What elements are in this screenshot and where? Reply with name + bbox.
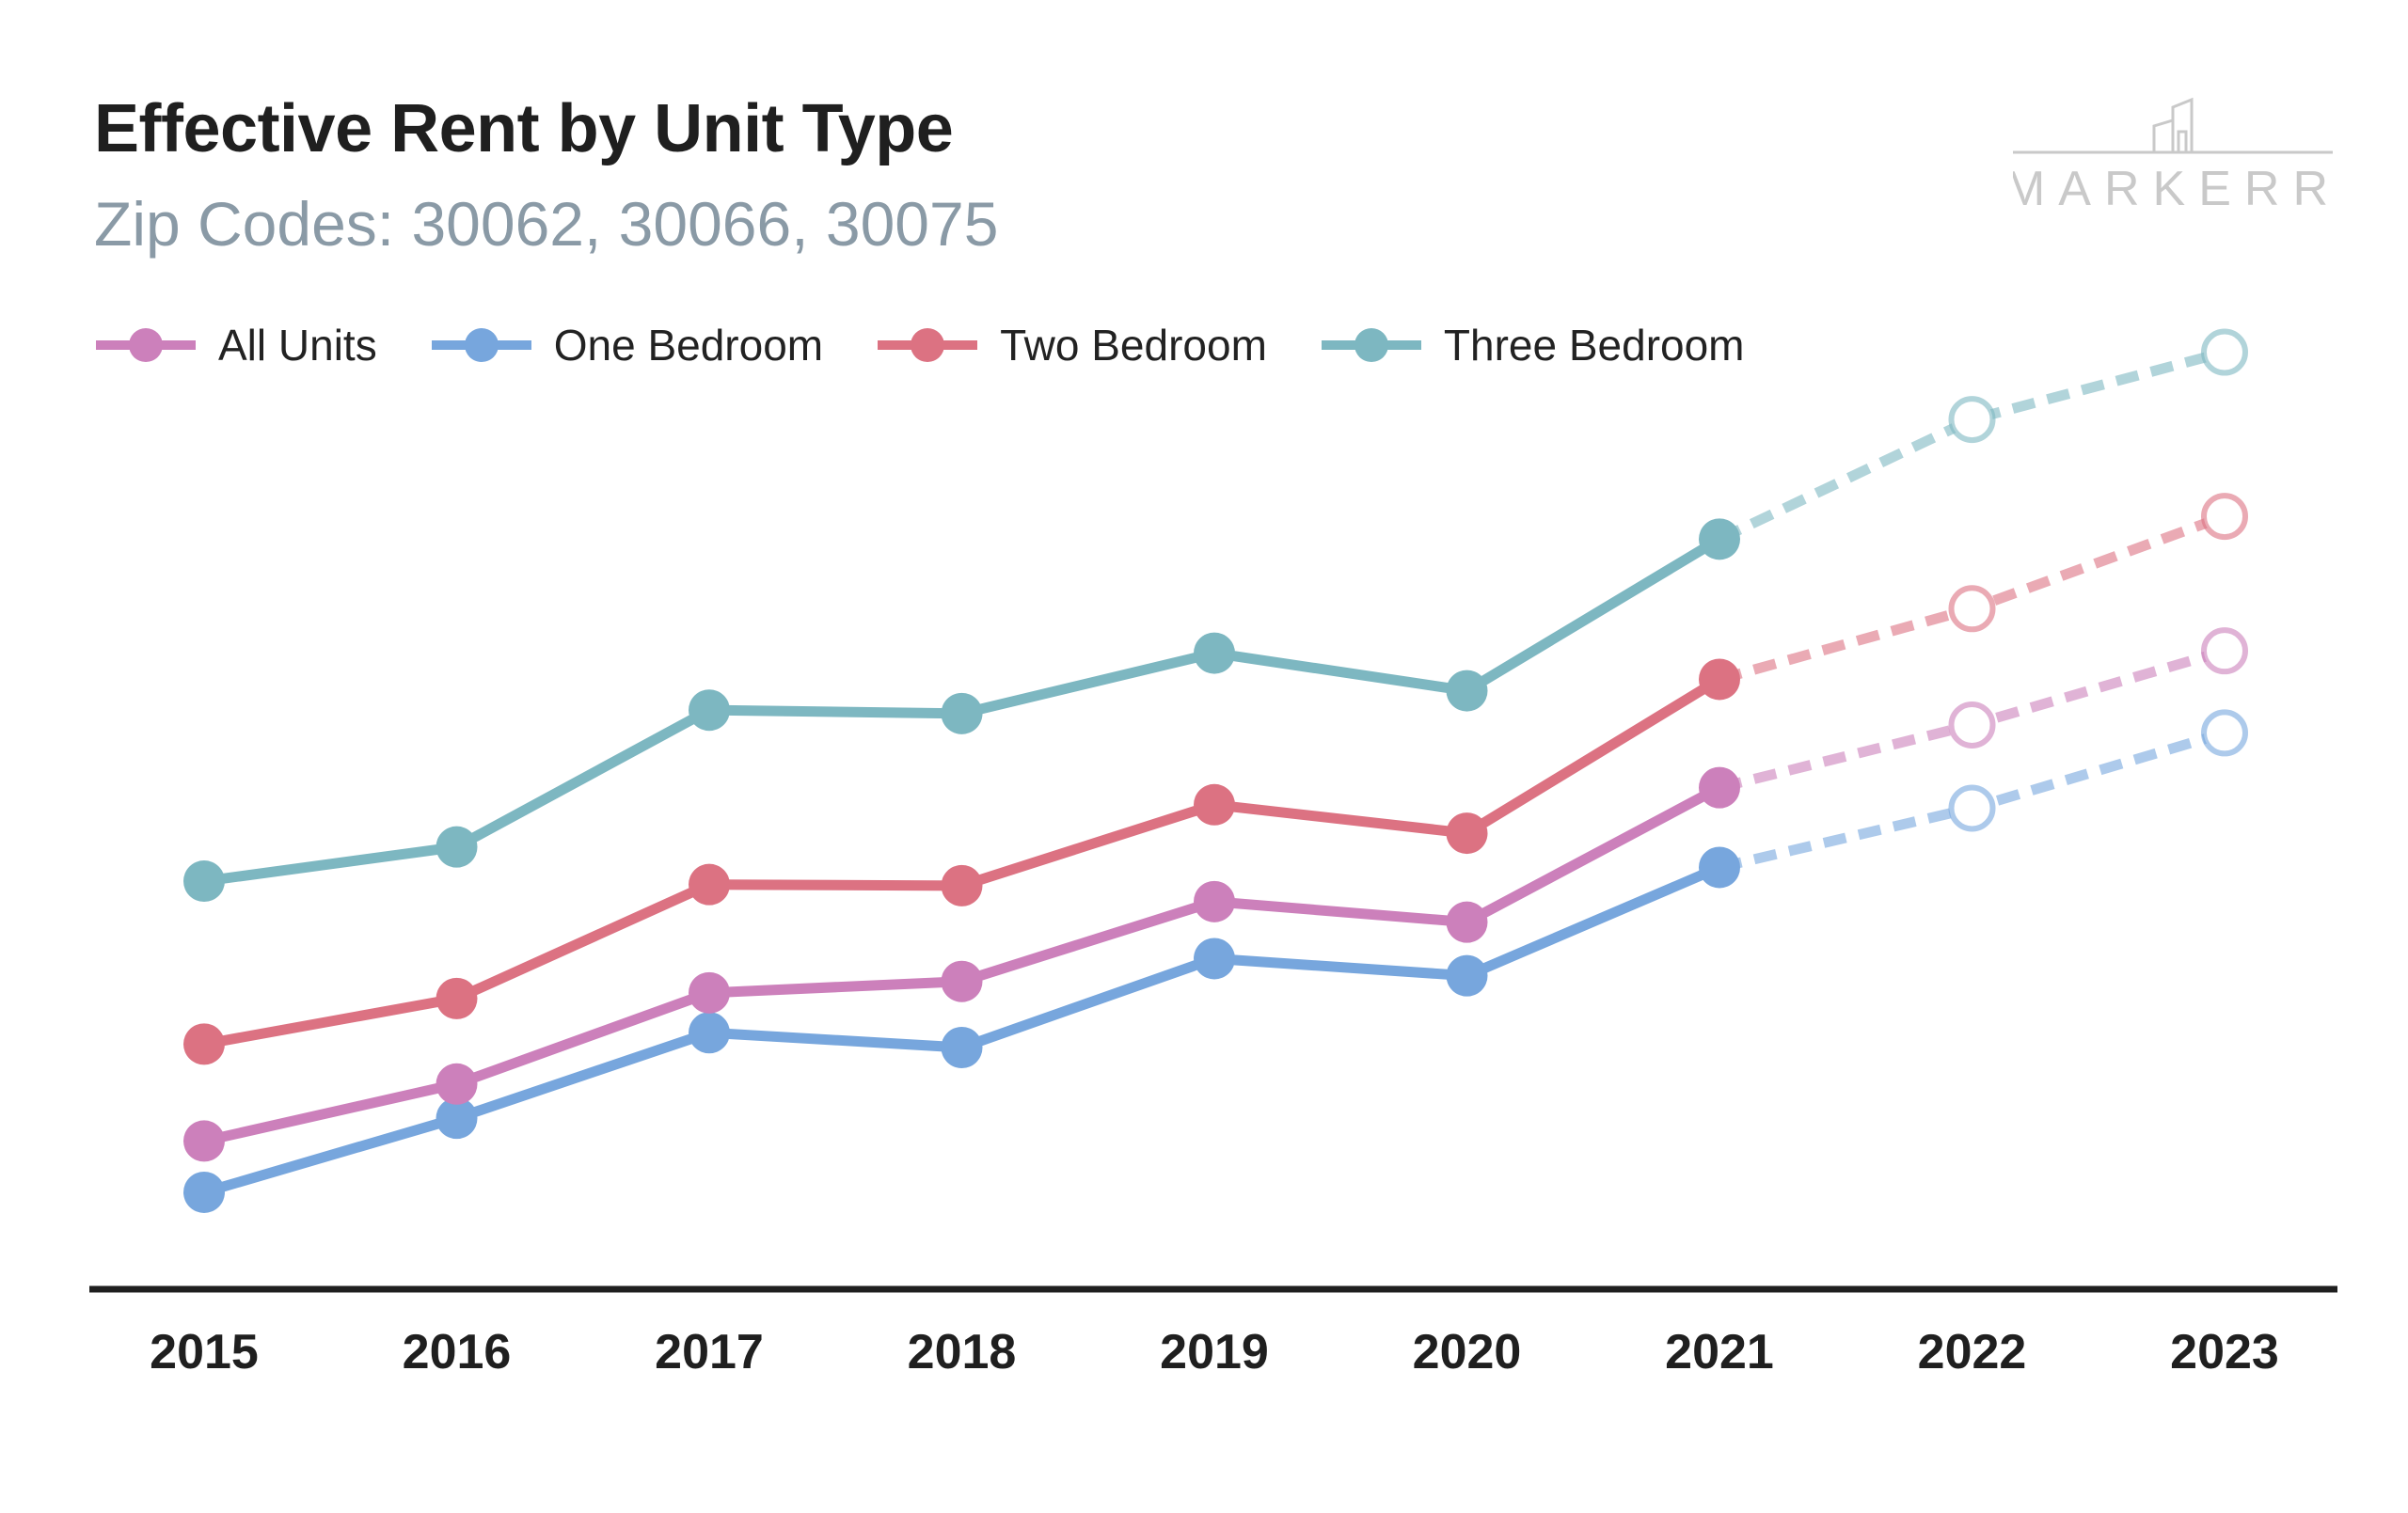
data-point-all-units-2017: [689, 971, 730, 1014]
logo-text: MARKERR: [2013, 162, 2333, 216]
forecast-point-three-bedroom-2023: [2201, 328, 2248, 376]
data-point-all-units-2018: [941, 960, 983, 1002]
building-icon: [2013, 97, 2333, 154]
data-point-all-units-2015: [183, 1120, 225, 1162]
x-axis-ticks: 2015 2016 2017 2018 2019 2020 2021 2022 2023: [150, 1325, 2279, 1379]
data-point-two-bedroom-2021: [1699, 658, 1740, 701]
forecast-point-two-bedroom-2022: [1948, 585, 1996, 633]
forecast-point-all-units-2022: [1948, 701, 1996, 749]
series-lines: [198, 347, 2226, 1198]
legend-item-two-bedroom: Two Bedroom: [876, 320, 1267, 370]
legend-label-all-units: All Units: [218, 321, 377, 370]
legend-swatch-two-bedroom: [878, 328, 978, 362]
data-point-one-bedroom-2021: [1699, 846, 1740, 889]
legend-item-all-units: All Units: [94, 320, 377, 370]
x-tick-label-2016: 2016: [403, 1325, 512, 1379]
data-point-one-bedroom-2017: [689, 1012, 730, 1054]
data-point-one-bedroom-2015: [183, 1171, 225, 1213]
legend-item-one-bedroom: One Bedroom: [430, 320, 823, 370]
data-point-one-bedroom-2018: [941, 1027, 983, 1069]
data-point-two-bedroom-2015: [183, 1023, 225, 1065]
data-point-all-units-2016: [436, 1063, 478, 1105]
legend-swatch-one-bedroom: [431, 328, 531, 362]
series-points: [183, 328, 2248, 1213]
chart-title: Effective Rent by Unit Type: [94, 91, 954, 166]
data-point-one-bedroom-2019: [1194, 938, 1235, 980]
x-tick-label-2017: 2017: [655, 1325, 764, 1379]
forecast-point-one-bedroom-2022: [1948, 784, 1996, 832]
x-tick-label-2018: 2018: [908, 1325, 1017, 1379]
data-point-three-bedroom-2016: [436, 826, 478, 868]
forecast-point-two-bedroom-2023: [2201, 493, 2248, 541]
x-tick-label-2021: 2021: [1665, 1325, 1774, 1379]
legend-label-one-bedroom: One Bedroom: [553, 321, 824, 370]
x-tick-label-2022: 2022: [1918, 1325, 2027, 1379]
x-tick-label-2020: 2020: [1413, 1325, 1522, 1379]
data-point-two-bedroom-2019: [1194, 783, 1235, 826]
data-point-three-bedroom-2015: [183, 860, 225, 903]
legend-swatch-all-units: [96, 328, 196, 362]
data-point-two-bedroom-2018: [941, 864, 983, 906]
data-point-three-bedroom-2019: [1194, 632, 1235, 674]
data-point-two-bedroom-2016: [436, 977, 478, 1019]
data-point-three-bedroom-2017: [689, 689, 730, 732]
x-tick-label-2023: 2023: [2170, 1325, 2279, 1379]
legend-swatch-three-bedroom: [1321, 328, 1421, 362]
data-point-two-bedroom-2017: [689, 863, 730, 906]
data-point-all-units-2019: [1194, 880, 1235, 922]
data-point-two-bedroom-2020: [1446, 812, 1488, 855]
legend-label-two-bedroom: Two Bedroom: [1000, 321, 1267, 370]
data-point-three-bedroom-2021: [1699, 518, 1740, 560]
x-tick-label-2019: 2019: [1160, 1325, 1269, 1379]
series-forecast-line-three-bedroom: [1717, 347, 2226, 544]
forecast-point-one-bedroom-2023: [2201, 709, 2248, 757]
data-point-three-bedroom-2018: [941, 692, 983, 734]
data-point-one-bedroom-2016: [436, 1097, 478, 1140]
forecast-point-three-bedroom-2022: [1948, 396, 1996, 444]
data-point-one-bedroom-2020: [1446, 954, 1488, 997]
legend-item-three-bedroom: Three Bedroom: [1320, 320, 1745, 370]
data-point-all-units-2021: [1699, 766, 1740, 809]
x-tick-label-2015: 2015: [150, 1325, 259, 1379]
data-point-three-bedroom-2020: [1446, 670, 1488, 712]
data-point-all-units-2020: [1446, 901, 1488, 943]
chart-subtitle: Zip Codes: 30062, 30066, 30075: [94, 189, 999, 259]
legend-label-three-bedroom: Three Bedroom: [1443, 321, 1745, 370]
markerr-logo: MARKERR: [2013, 97, 2333, 216]
legend: All Units One Bedroom Two Bedroom Three …: [94, 320, 1798, 370]
forecast-point-all-units-2023: [2201, 627, 2248, 675]
